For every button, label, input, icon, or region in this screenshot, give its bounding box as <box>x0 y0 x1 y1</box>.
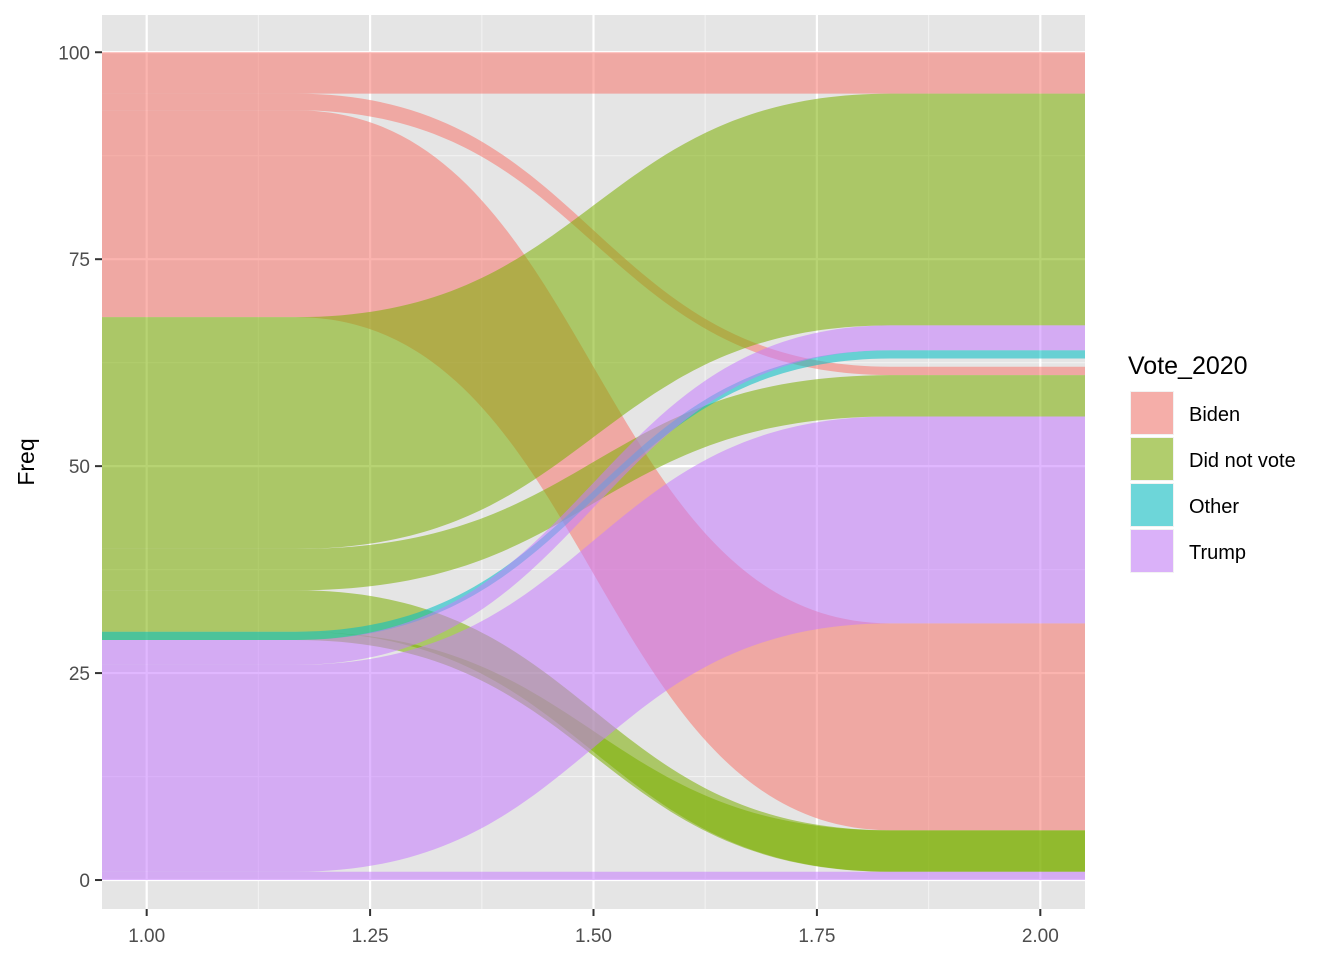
y-tick-label: 0 <box>79 871 90 892</box>
legend-key-swatch <box>1131 392 1173 434</box>
legend-key-swatch <box>1131 530 1173 572</box>
flow-trump <box>102 416 1085 872</box>
x-tick-label: 1.25 <box>352 926 389 947</box>
legend-label: Biden <box>1189 404 1240 426</box>
flow-did-not-vote <box>102 93 1085 549</box>
flow-biden <box>102 52 1085 94</box>
x-tick-label: 1.00 <box>128 926 165 947</box>
y-tick-label: 100 <box>58 43 90 64</box>
x-tick-label: 1.75 <box>798 926 835 947</box>
flow-trump <box>102 871 1085 881</box>
legend-key-swatch <box>1131 438 1173 480</box>
flow-trump <box>102 325 1085 665</box>
x-tick-label: 2.00 <box>1022 926 1059 947</box>
y-axis-title: Freq <box>13 438 39 485</box>
legend-label: Other <box>1189 496 1239 518</box>
legend-label: Did not vote <box>1189 450 1296 472</box>
y-tick-label: 50 <box>69 457 90 478</box>
legend-label: Trump <box>1189 542 1246 564</box>
flows <box>102 52 1085 881</box>
legend-title: Vote_2020 <box>1128 352 1248 380</box>
y-tick-label: 75 <box>69 250 90 271</box>
legend-key-swatch <box>1131 484 1173 526</box>
legend-items: Biden Did not vote Other Trump <box>1130 391 1296 573</box>
y-tick-label: 25 <box>69 664 90 685</box>
x-tick-label: 1.50 <box>575 926 612 947</box>
y-axis: 0 25 50 75 100 <box>58 43 102 892</box>
legend: Vote_2020 Biden Did not vote Other Trump <box>1128 352 1296 573</box>
x-axis: 1.00 1.25 1.50 1.75 2.00 <box>128 909 1059 947</box>
